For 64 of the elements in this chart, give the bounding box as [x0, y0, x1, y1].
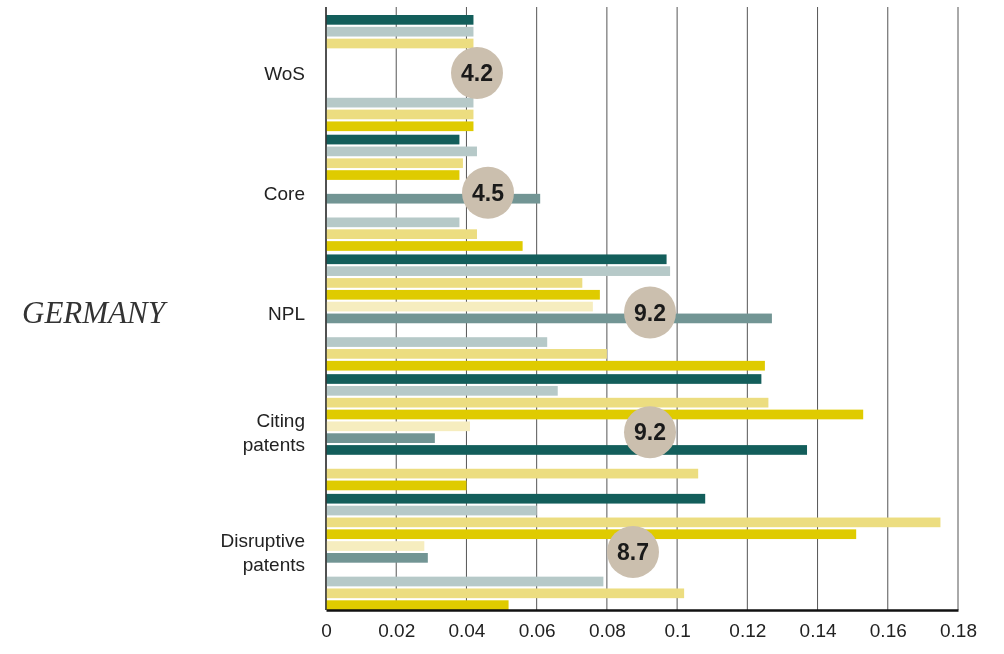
- bar: [326, 254, 667, 265]
- bar: [326, 360, 765, 371]
- annotation: 9.2: [634, 299, 666, 326]
- bar: [326, 217, 460, 228]
- bar: [326, 374, 762, 384]
- bar: [326, 158, 463, 169]
- bar: [326, 301, 593, 312]
- bar: [326, 26, 474, 37]
- y-tick-label: WoS: [264, 63, 305, 85]
- y-tick-label: Core: [263, 182, 305, 204]
- bar: [326, 241, 523, 251]
- bar: [326, 433, 435, 443]
- bar: [326, 134, 460, 145]
- x-tick-label: 0.12: [729, 620, 767, 642]
- bar: [326, 588, 685, 599]
- annotation: 9.2: [634, 419, 666, 446]
- annotation: 4.5: [472, 179, 505, 206]
- bar: [326, 397, 769, 408]
- bar: [326, 266, 671, 276]
- bar: [326, 38, 474, 49]
- y-axis-title: GERMANY: [22, 295, 168, 330]
- bar: [326, 600, 509, 610]
- circle-badge: 9.2: [624, 406, 676, 459]
- bar: [326, 229, 477, 240]
- annotation: 4.2: [461, 60, 493, 87]
- x-tick-label: 0.06: [518, 620, 556, 642]
- y-tick-label: Citing patents: [242, 410, 305, 456]
- x-tick-label: 0.18: [940, 620, 977, 642]
- x-tick-label: 0.02: [378, 620, 416, 642]
- bar: [326, 480, 467, 491]
- bar: [326, 146, 477, 157]
- bar: [326, 15, 474, 25]
- x-tick-label: 0: [321, 620, 332, 642]
- bar: [326, 421, 470, 432]
- circle-badge: 4.2: [451, 47, 503, 100]
- x-tick-label: 0.16: [869, 620, 907, 642]
- bar: [326, 121, 474, 132]
- bar: [326, 445, 808, 455]
- bar: [326, 289, 600, 300]
- annotation: 8.7: [617, 538, 649, 565]
- bar: [326, 517, 941, 528]
- bar: [326, 541, 425, 551]
- x-tick-label: 0.08: [588, 620, 626, 642]
- circle-badge: 8.7: [607, 525, 659, 578]
- y-tick-label: NPL: [268, 302, 305, 324]
- bar: [326, 170, 460, 180]
- bar: [326, 337, 548, 347]
- bar: [326, 468, 699, 479]
- bar: [326, 349, 607, 359]
- bar: [326, 385, 558, 396]
- bar: [326, 553, 428, 563]
- bar: [326, 97, 474, 108]
- bar: [326, 109, 474, 120]
- bar: [326, 505, 537, 516]
- bar: [326, 576, 604, 587]
- circle-badge: 9.2: [624, 286, 676, 339]
- x-tick-label: 0.1: [664, 620, 691, 642]
- circle-badge: 4.5: [462, 166, 514, 219]
- bar: [326, 493, 706, 504]
- x-tick-label: 0.04: [448, 620, 486, 642]
- bar: [326, 529, 857, 540]
- y-tick-label: Disruptive patents: [220, 529, 305, 575]
- bar: [326, 278, 583, 288]
- x-tick-label: 0.14: [799, 620, 837, 642]
